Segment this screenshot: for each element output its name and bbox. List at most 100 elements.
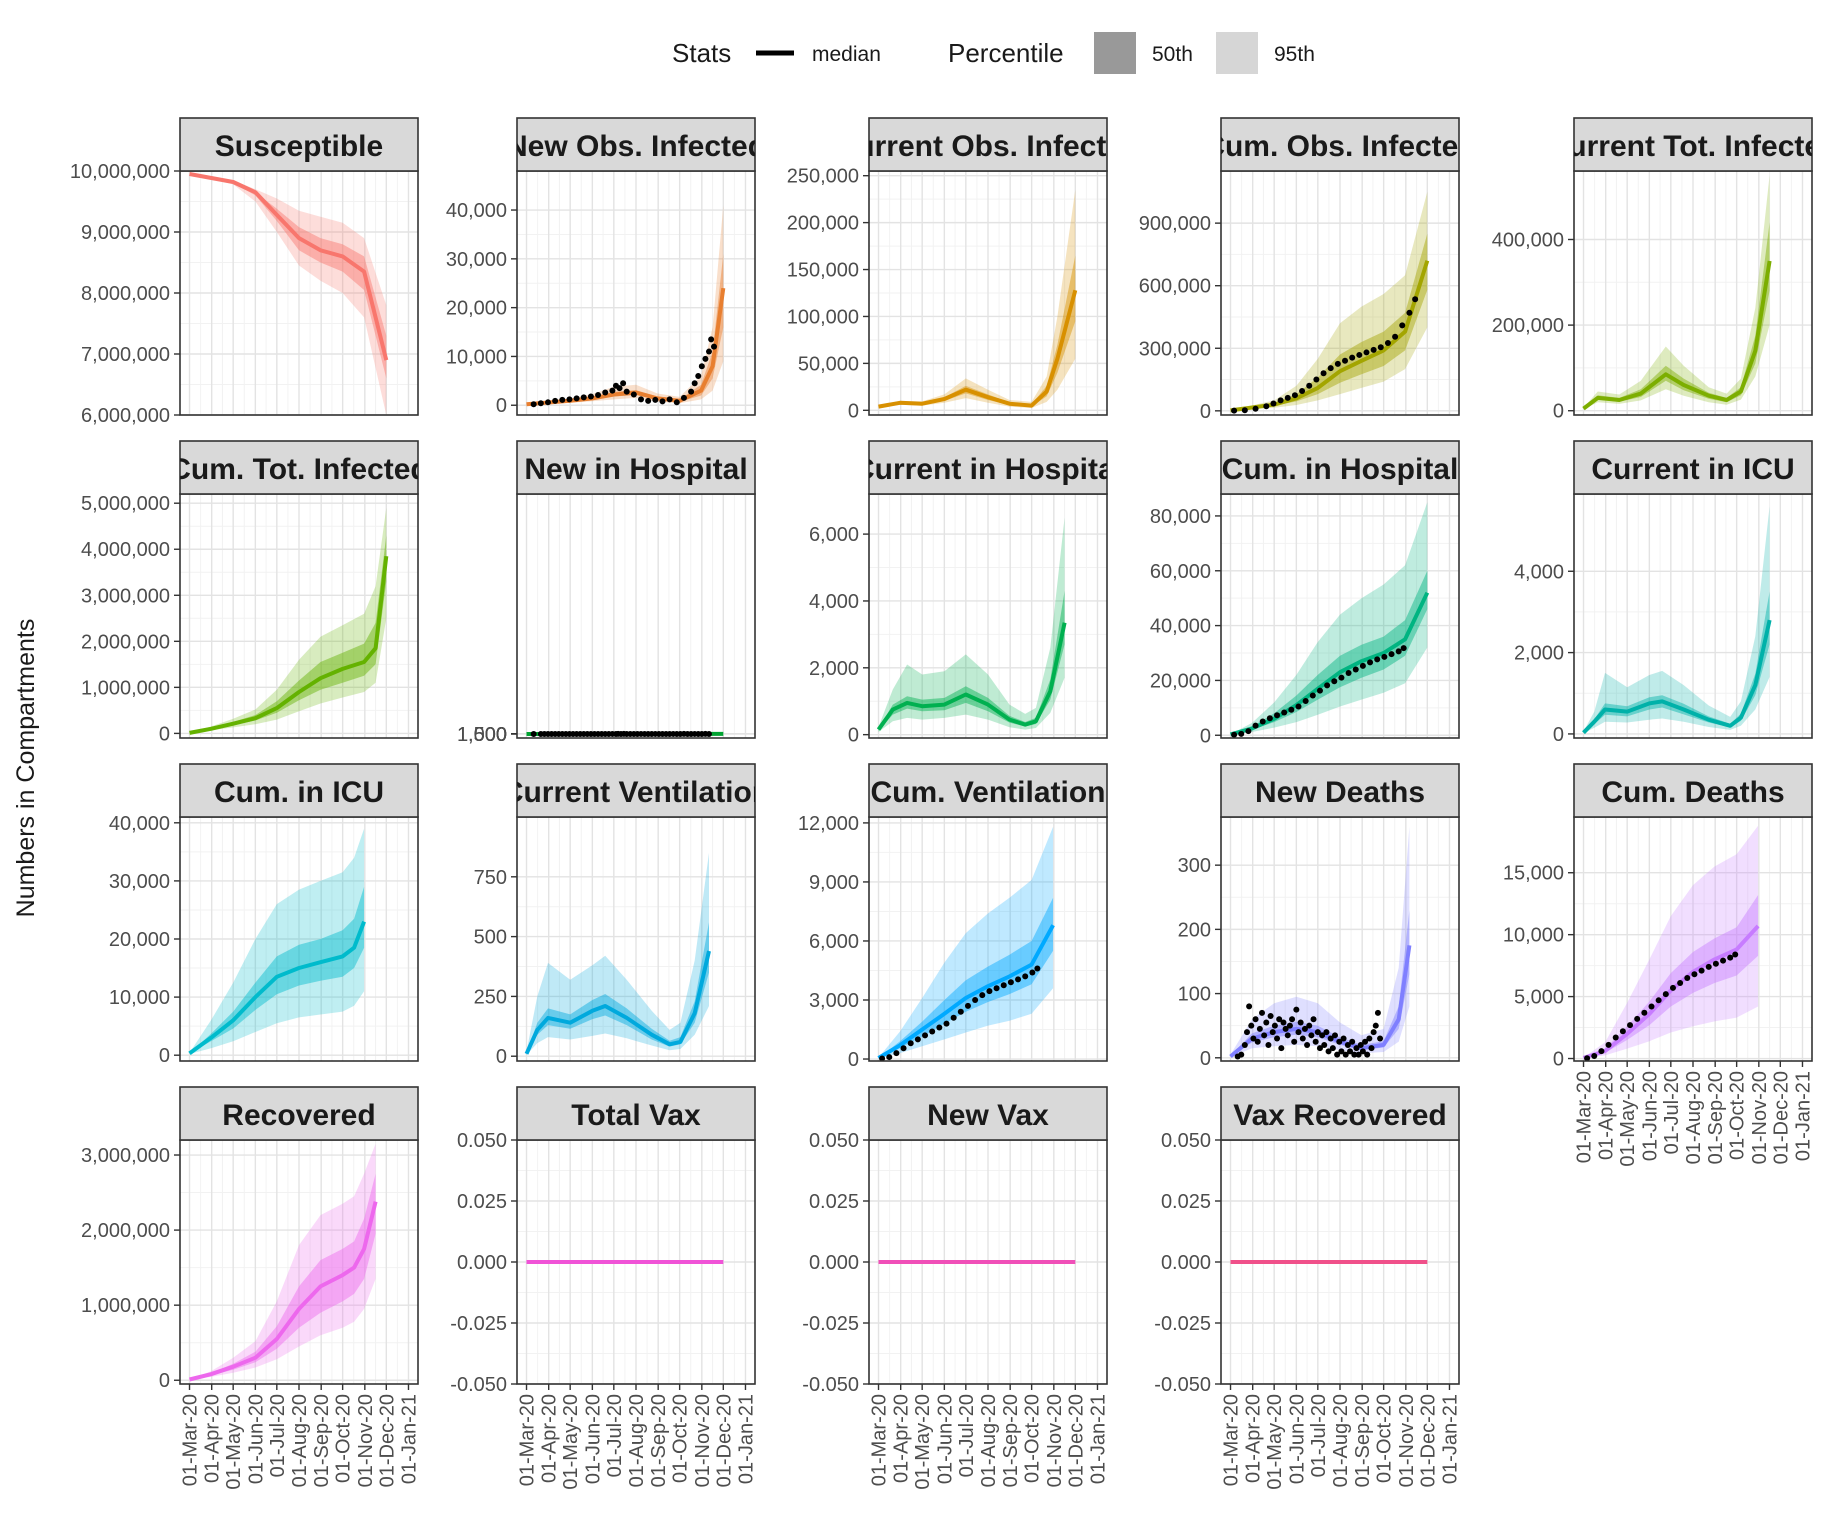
observed-point xyxy=(1662,991,1669,998)
observed-point xyxy=(1684,975,1691,982)
observed-point xyxy=(1286,1022,1293,1029)
x-tick-label: 01-Jan-21 xyxy=(398,1394,420,1484)
y-tick-label: 0.025 xyxy=(809,1191,859,1213)
panel-current-tot-infected: 0 200,000 400,000 Current Tot. Infected xyxy=(1492,117,1813,423)
observed-point xyxy=(1324,682,1331,689)
y-tick-label: 1,000,000 xyxy=(81,1295,170,1317)
y-tick-label: 0 xyxy=(496,1046,507,1068)
observed-point xyxy=(1243,1029,1250,1036)
observed-point xyxy=(1327,1035,1334,1042)
y-tick-label: 40,000 xyxy=(446,200,507,222)
observed-point xyxy=(1261,1032,1268,1039)
strip xyxy=(1220,1086,1460,1141)
y-tick-label: 0 xyxy=(496,724,507,746)
gridlines xyxy=(869,494,1107,738)
strip xyxy=(179,763,419,818)
x-tick-label: 01-Jun-20 xyxy=(582,1394,604,1484)
x-tick-label: 01-Jul-20 xyxy=(1308,1394,1330,1477)
y-tick-label: 10,000 xyxy=(1503,925,1564,947)
observed-point xyxy=(1364,1051,1371,1058)
observed-point xyxy=(893,1050,900,1057)
y-tick-label: 2,000,000 xyxy=(81,631,170,653)
y-tick-label: 9,000 xyxy=(809,872,859,894)
panel-total-vax: -0.050 -0.025 0.000 0.025 0.050 Total Vax 01-M… xyxy=(450,1086,757,1490)
x-tick-label: 01-May-20 xyxy=(1264,1394,1286,1490)
observed-point xyxy=(1357,1041,1364,1048)
observed-point xyxy=(1245,728,1252,735)
panel-vax-recovered: -0.050 -0.025 0.000 0.025 0.050 Vax Recovered… xyxy=(1154,1086,1461,1490)
x-tick-label: 01-Oct-20 xyxy=(333,1394,355,1483)
band-95th xyxy=(1583,825,1759,1059)
band-95th xyxy=(189,174,387,415)
band-95th xyxy=(189,507,387,733)
observed-point xyxy=(702,355,709,362)
strip xyxy=(516,763,756,818)
x-tick-label: 01-Jun-20 xyxy=(1286,1394,1308,1484)
band-95th xyxy=(878,189,1076,408)
y-tick-label: 250,000 xyxy=(787,166,859,188)
panel-new-obs-infected: 0 10,000 20,000 30,000 40,000 New Obs. Infect… xyxy=(446,117,766,417)
strip-title: Cum. Obs. Infected xyxy=(1203,130,1476,163)
x-tick-label: 01-Jan-21 xyxy=(1087,1394,1109,1484)
x-tick-label: 01-Dec-20 xyxy=(1417,1394,1439,1487)
observed-point xyxy=(1325,1048,1332,1055)
observed-point xyxy=(1309,692,1316,699)
observed-point xyxy=(1584,1055,1591,1061)
strip-title: New Obs. Infected xyxy=(506,130,766,163)
observed-point xyxy=(587,393,594,400)
observed-point xyxy=(1231,407,1238,414)
observed-point xyxy=(1314,1029,1321,1036)
y-tick-label: 2,000 xyxy=(1514,643,1564,665)
strip xyxy=(1573,440,1813,495)
observed-point xyxy=(695,372,702,379)
observed-point xyxy=(1231,731,1238,738)
observed-point xyxy=(1297,1019,1304,1026)
y-tick-label: 5,000 xyxy=(1514,987,1564,1009)
x-tick-label: 01-Apr-20 xyxy=(891,1394,913,1483)
y-tick-label: 500 xyxy=(474,927,507,949)
observed-point xyxy=(1007,979,1014,986)
series-layer xyxy=(524,852,711,1055)
observed-point xyxy=(907,1040,914,1047)
observed-point xyxy=(1266,715,1273,722)
observed-point xyxy=(1329,1045,1336,1052)
y-tick-label: 1,000 xyxy=(457,724,507,746)
observed-point xyxy=(1276,1016,1283,1023)
strip xyxy=(1220,117,1460,172)
legend: Stats median Percentile 50th 95th xyxy=(672,32,1315,74)
y-tick-label: 10,000 xyxy=(446,346,507,368)
observed-point xyxy=(1291,1038,1298,1045)
observed-point xyxy=(566,396,573,403)
x-tick-label: 01-Oct-20 xyxy=(670,1394,692,1483)
y-tick-label: 0 xyxy=(1553,1049,1564,1071)
strip-title: Current Obs. Infected xyxy=(835,130,1142,163)
observed-point xyxy=(1370,1029,1377,1036)
observed-point xyxy=(1000,982,1007,989)
observed-point xyxy=(964,1002,971,1009)
observed-point xyxy=(1395,648,1402,655)
gridlines xyxy=(517,1139,755,1385)
x-tick-label: 01-Dec-20 xyxy=(1065,1394,1087,1487)
observed-point xyxy=(1282,1025,1289,1032)
x-tick-label: 01-Mar-20 xyxy=(517,1394,539,1486)
observed-point xyxy=(1278,1045,1285,1052)
x-tick-label: 01-Nov-20 xyxy=(1749,1071,1771,1164)
strip xyxy=(516,117,756,172)
strip-title: New in Hospital xyxy=(524,453,747,486)
observed-point xyxy=(609,387,616,394)
observed-point xyxy=(1372,1022,1379,1029)
series-layer xyxy=(189,507,389,735)
y-tick-label: 0 xyxy=(848,725,859,747)
legend-50th-label: 50th xyxy=(1152,43,1193,66)
y-tick-label: -0.050 xyxy=(450,1374,507,1396)
observed-point xyxy=(1634,1015,1641,1022)
y-tick-label: 30,000 xyxy=(109,871,170,893)
y-tick-label: 0 xyxy=(1200,401,1211,423)
strip-title: Total Vax xyxy=(571,1099,701,1132)
observed-point xyxy=(936,1024,943,1031)
y-tick-label: 200,000 xyxy=(1492,315,1564,337)
x-tick-label: 01-Jan-21 xyxy=(735,1394,757,1484)
band-95th xyxy=(189,828,365,1054)
observed-point xyxy=(1320,370,1327,377)
